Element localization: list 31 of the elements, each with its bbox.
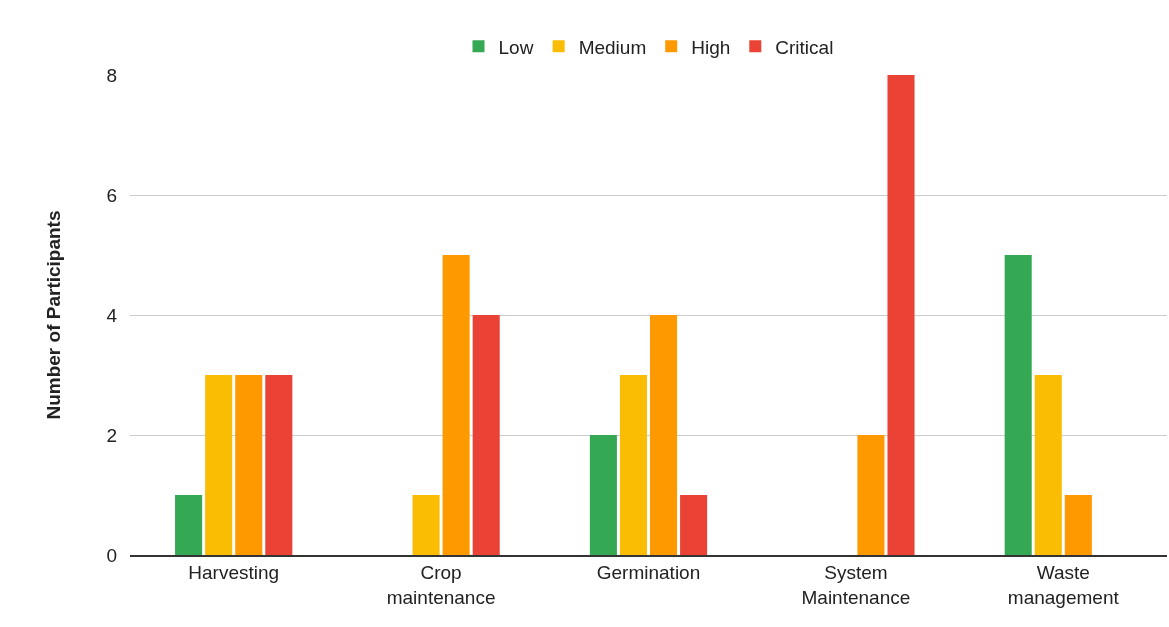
x-tick-label: Crop maintenance [386, 562, 496, 608]
y-tick-label: 0 [106, 544, 117, 566]
legend-label: Critical [775, 36, 834, 58]
bar [589, 435, 617, 555]
legend-label: High [691, 36, 731, 58]
y-tick-label: 6 [106, 184, 117, 206]
bar [235, 375, 263, 555]
bar [472, 315, 500, 555]
x-tick-label: Waste management [1007, 562, 1120, 608]
x-tick-label: Harvesting [188, 562, 280, 584]
x-tick-label: Germination [596, 562, 701, 584]
legend-label: Medium [578, 36, 647, 58]
bar [887, 75, 915, 555]
bar [442, 255, 470, 555]
bar [205, 375, 233, 555]
bar [1034, 375, 1062, 555]
bar [1064, 495, 1092, 555]
y-axis-title: Number of Participants [43, 210, 65, 420]
bar [412, 495, 440, 555]
bar [680, 495, 708, 555]
bar [175, 495, 203, 555]
y-tick-label: 2 [106, 424, 117, 446]
bar [857, 435, 885, 555]
bar [619, 375, 647, 555]
bar [650, 315, 678, 555]
x-tick-label: System Maintenance [801, 562, 911, 608]
bar [1004, 255, 1032, 555]
bar [265, 375, 293, 555]
y-tick-label: 8 [106, 64, 117, 86]
y-tick-label: 4 [106, 304, 118, 326]
legend-label: Low [498, 36, 534, 58]
